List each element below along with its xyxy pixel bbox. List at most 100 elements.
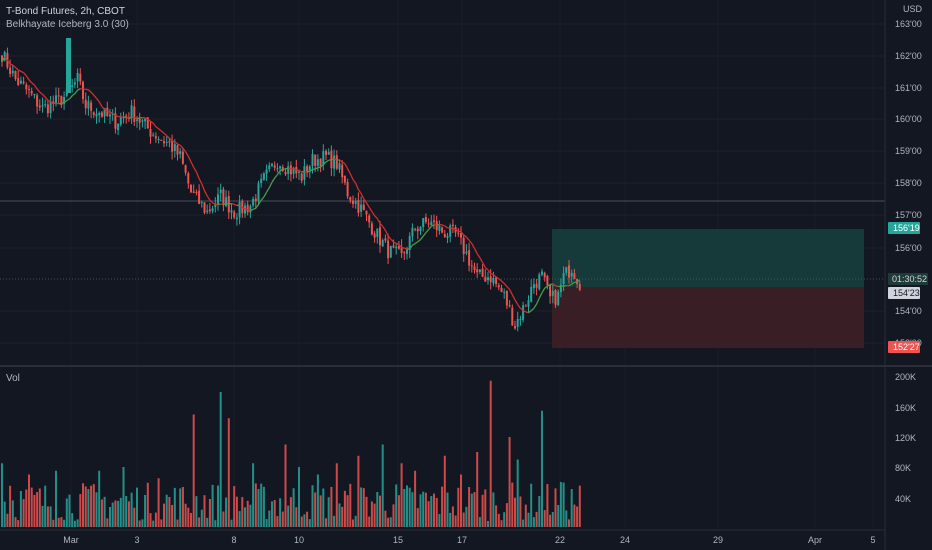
candle-body: [316, 159, 319, 166]
candle-body: [541, 271, 543, 275]
volume-bar: [362, 488, 365, 527]
volume-bar: [424, 492, 427, 527]
candle-body: [22, 81, 25, 84]
stop-zone: [552, 287, 864, 348]
candle-body: [435, 221, 438, 231]
ma-segment: [538, 292, 543, 299]
ma-segment: [417, 239, 421, 243]
ma-segment: [241, 206, 246, 210]
candle-body: [298, 171, 300, 173]
volume-bar: [400, 463, 403, 527]
candle-body: [343, 175, 346, 183]
volume-bar: [265, 518, 268, 527]
ma-segment: [66, 98, 70, 102]
candle-body: [168, 141, 171, 143]
volume-bar: [192, 414, 195, 527]
volume-tick-label: 160K: [895, 403, 916, 413]
volume-bar: [90, 485, 93, 527]
last-price-text: 154'23: [893, 288, 920, 298]
ma-segment: [322, 161, 327, 166]
candle-body: [327, 151, 330, 155]
ma-segment: [490, 272, 494, 276]
candle-body: [9, 67, 12, 74]
candle-body: [208, 209, 211, 212]
volume-bar: [532, 517, 535, 527]
candle-body: [465, 251, 468, 254]
ma-segment: [503, 283, 508, 288]
volume-axis[interactable]: 200K 160K 120K 80K 40K: [895, 372, 916, 504]
volume-bar: [365, 496, 368, 527]
candle-body: [370, 223, 373, 235]
candle-body: [119, 117, 122, 125]
volume-tick-label: 80K: [895, 463, 911, 473]
ma-segment: [268, 181, 273, 188]
ma-segment: [325, 159, 330, 163]
ma-segment: [20, 70, 24, 74]
target-price-badge: 156'19: [888, 222, 920, 234]
ma-segment: [339, 159, 343, 163]
candle-body: [446, 235, 449, 238]
candle-body: [157, 139, 160, 141]
volume-bar: [217, 485, 219, 527]
ma-segment: [473, 248, 478, 254]
candle-body: [381, 240, 384, 247]
ma-segment: [549, 283, 554, 286]
ma-segment: [4, 56, 8, 61]
volume-bar: [430, 496, 433, 527]
candle-body: [252, 198, 255, 206]
ma-segment: [509, 289, 513, 296]
volume-bar: [511, 482, 514, 527]
ma-segment: [131, 116, 135, 119]
chart-title[interactable]: T-Bond Futures, 2h, CBOT: [6, 6, 125, 17]
time-tick-label: 29: [713, 535, 723, 545]
ma-segment: [252, 207, 257, 210]
ma-segment: [23, 72, 27, 77]
ma-segment: [355, 182, 359, 190]
volume-bar: [63, 519, 66, 527]
volume-bars: [1, 380, 581, 527]
candle-body: [25, 84, 28, 90]
volume-bar: [427, 501, 430, 527]
candle-body: [44, 104, 47, 106]
volume-bar: [549, 514, 552, 527]
candle-body: [322, 151, 325, 165]
candle-body: [284, 172, 287, 175]
volume-bar: [435, 497, 438, 527]
indicator-label[interactable]: Belkhayate Iceberg 3.0 (30): [6, 19, 129, 30]
candle-body: [392, 245, 395, 248]
ma-segment: [317, 166, 321, 169]
volume-bar: [225, 497, 228, 527]
ma-segment: [357, 189, 362, 194]
candle-body: [14, 70, 17, 80]
volume-bar: [257, 488, 260, 527]
volume-bar: [284, 444, 287, 527]
ma-segment: [44, 96, 49, 101]
target-zone: [552, 229, 864, 287]
candle-body: [557, 291, 560, 305]
volume-bar: [55, 470, 57, 527]
candle-body: [559, 284, 562, 293]
candle-body: [163, 141, 165, 144]
ma-segment: [414, 241, 419, 245]
volume-bar: [416, 508, 419, 527]
ma-segment: [422, 232, 427, 237]
time-tick-label: 3: [134, 535, 139, 545]
volume-bar: [214, 520, 217, 527]
time-axis[interactable]: Mar 3 8 10 15 17 22 24 29 Apr 5: [63, 535, 875, 545]
currency-label: USD: [903, 4, 923, 14]
candle-body: [438, 225, 441, 231]
ma-segment: [74, 89, 79, 95]
candle-body: [349, 197, 352, 201]
candle-body: [176, 145, 179, 155]
ma-segment: [244, 208, 248, 211]
volume-bar: [535, 511, 538, 527]
candle-body: [492, 277, 495, 284]
volume-label[interactable]: Vol: [6, 373, 20, 384]
volume-bar: [260, 483, 263, 527]
time-tick-label: 15: [393, 535, 403, 545]
volume-bar: [179, 488, 182, 527]
volume-bar: [273, 499, 276, 527]
volume-bar: [333, 515, 336, 527]
candle-body: [63, 97, 66, 104]
